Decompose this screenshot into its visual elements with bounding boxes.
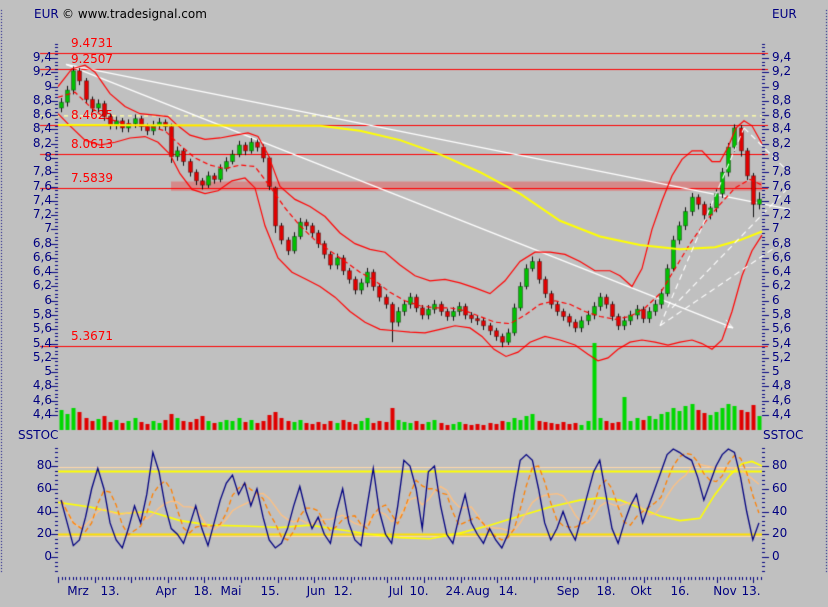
date-axis-label: Jun [306,584,326,598]
price-level-label: 5.3671 [71,328,113,343]
sstoc-axis-label-left: 80 [36,458,52,472]
price-axis-label-left: 6,4 [32,264,52,279]
sstoc-axis-label-right: 0 [772,549,780,563]
date-axis-label: 14. [498,584,518,598]
date-axis-label: 13. [100,584,120,598]
price-axis-label-left: 7 [44,221,52,236]
date-axis-label: Apr [155,584,177,598]
price-axis-label-right: 4,6 [772,392,792,407]
date-axis-label: Mai [220,584,242,598]
price-axis-label-right: 6,2 [772,278,792,293]
price-axis-label-right: 7,2 [772,207,792,222]
sstoc-axis-label-left: 40 [36,503,52,518]
date-axis-label: Sep [556,584,580,598]
price-axis-label-right: 8,8 [772,92,792,107]
price-axis-label-left: 5 [44,364,52,379]
price-axis-label-right: 9,4 [772,50,792,64]
price-axis-label-right: 8,6 [772,107,792,122]
price-axis-label-left: 4,6 [32,392,52,407]
price-axis-label-left: 6,2 [32,278,52,293]
date-axis-label: Nov [713,584,737,598]
sstoc-label-right: SSTOC [763,428,804,442]
date-axis-label: 13. [741,584,761,598]
price-axis-label-right: 6 [772,292,780,307]
price-axis-label-left: 7,6 [32,178,52,193]
date-axis-label: Jul [388,584,404,598]
price-axis-label-right: 8 [772,149,780,164]
price-axis-label-left: 6,6 [32,249,52,264]
price-axis-label-left: 8 [44,149,52,164]
date-axis-label: Aug [466,584,490,598]
price-axis-label-left: 4,8 [32,378,52,393]
price-axis-label-right: 9,2 [772,64,792,79]
sstoc-axis-label-left: 0 [44,549,52,563]
price-axis-label-right: 4,8 [772,378,792,393]
price-axis-label-left: 9,2 [32,64,52,79]
sstoc-axis-label-right: 40 [772,503,788,518]
price-axis-label-right: 9 [772,78,780,93]
price-axis-label-left: 8,6 [32,107,52,122]
price-axis-label-right: 6,6 [772,249,792,264]
date-axis-label: 15. [260,584,280,598]
date-axis-label: Mrz [67,584,89,598]
price-axis-label-right: 6,4 [772,264,792,279]
price-axis-label-left: 9,4 [32,50,52,64]
copyright-text: © www.tradesignal.com [62,7,207,21]
date-axis-label: 18. [193,584,213,598]
price-axis-label-left: 8,4 [32,121,52,136]
price-axis-label-right: 6,8 [772,235,792,250]
price-level-label: 8.0613 [71,136,113,151]
price-axis-label-left: 9 [44,78,52,93]
sstoc-axis-label-left: 20 [36,526,52,541]
sstoc-axis-label-left: 60 [36,480,52,495]
price-level-label: 7.5839 [71,170,113,185]
price-axis-label-right: 7,8 [772,164,792,179]
price-axis-label-right: 7 [772,221,780,236]
price-axis-label-left: 7,8 [32,164,52,179]
price-axis-label-right: 5,4 [772,335,792,350]
price-axis-label-right: 5,2 [772,349,792,364]
price-axis-label-left: 5,8 [32,307,52,322]
price-axis-label-right: 5,6 [772,321,792,336]
date-axis-label: 12. [333,584,353,598]
sstoc-axis-label-right: 80 [772,458,788,472]
price-axis-label-right: 8,2 [772,135,792,150]
sstoc-label-left: SSTOC [18,428,59,442]
price-axis-label-left: 7,4 [32,192,52,207]
price-level-label: 9.2507 [71,51,113,66]
price-axis-label-right: 5 [772,364,780,379]
price-axis-label-right: 8,4 [772,121,792,136]
price-axis-label-left: 5,6 [32,321,52,336]
price-axis-label-left: 8,8 [32,92,52,107]
price-axis-label-right: 7,6 [772,178,792,193]
sstoc-axis-label-right: 20 [772,526,788,541]
price-axis-label-left: 7,2 [32,207,52,222]
currency-label-left: EUR [34,7,59,21]
date-axis-label: 16. [670,584,690,598]
date-axis-label: Okt [630,584,652,598]
price-axis-label-left: 5,2 [32,349,52,364]
date-axis-label: 18. [596,584,616,598]
price-level-label: 8.4625 [71,107,113,122]
price-axis-label-right: 4,4 [772,407,792,421]
price-axis-label-left: 4,4 [32,407,52,421]
price-axis-label-right: 5,8 [772,307,792,322]
date-axis-label: 24. [445,584,465,598]
price-axis-label-left: 8,2 [32,135,52,150]
price-axis-label-left: 5,4 [32,335,52,350]
price-axis-label-left: 6 [44,292,52,307]
price-axis-label-left: 6,8 [32,235,52,250]
sstoc-axis-label-right: 60 [772,480,788,495]
date-axis-label: 10. [409,584,429,598]
currency-label-right: EUR [772,7,797,21]
price-axis-label-right: 7,4 [772,192,792,207]
price-level-label: 9.4731 [71,35,113,50]
